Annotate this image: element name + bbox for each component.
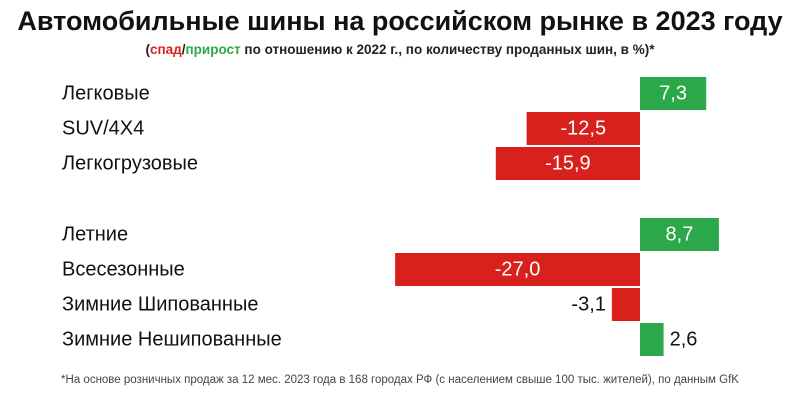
category-label: Зимние Шипованные <box>62 294 258 316</box>
category-label: Всесезонные <box>62 259 185 281</box>
bar <box>395 253 640 286</box>
bar <box>526 112 640 145</box>
category-label: Легковые <box>62 83 150 105</box>
footnote: *На основе розничных продаж за 12 мес. 2… <box>61 374 739 386</box>
value-label: 7,3 <box>659 83 687 105</box>
subtitle-growth-word: прирост <box>185 42 241 57</box>
chart-title: Автомобильные шины на российском рынке в… <box>17 6 783 36</box>
subtitle-slash: / <box>181 42 186 57</box>
value-label: -12,5 <box>561 118 607 140</box>
value-label: 2,6 <box>670 329 698 351</box>
bar <box>640 77 707 110</box>
value-label: 8,7 <box>666 224 694 246</box>
bar <box>640 218 719 251</box>
subtitle-decline-word: спад <box>150 42 182 57</box>
category-label: SUV/4X4 <box>62 118 144 140</box>
category-label: Летние <box>62 224 128 246</box>
bar <box>640 323 664 356</box>
subtitle-rest: по отношению к 2022 г., по количеству пр… <box>240 42 655 57</box>
value-label: -27,0 <box>495 259 541 281</box>
category-label: Легкогрузовые <box>62 153 198 175</box>
bar <box>495 147 640 180</box>
value-label: -3,1 <box>571 294 605 316</box>
category-label: Зимние Нешипованные <box>62 329 282 351</box>
bar <box>611 288 640 321</box>
value-label: -15,9 <box>545 153 591 175</box>
subtitle-open: ( <box>145 42 151 57</box>
chart-subtitle: (спад/прирост по отношению к 2022 г., по… <box>0 42 800 57</box>
